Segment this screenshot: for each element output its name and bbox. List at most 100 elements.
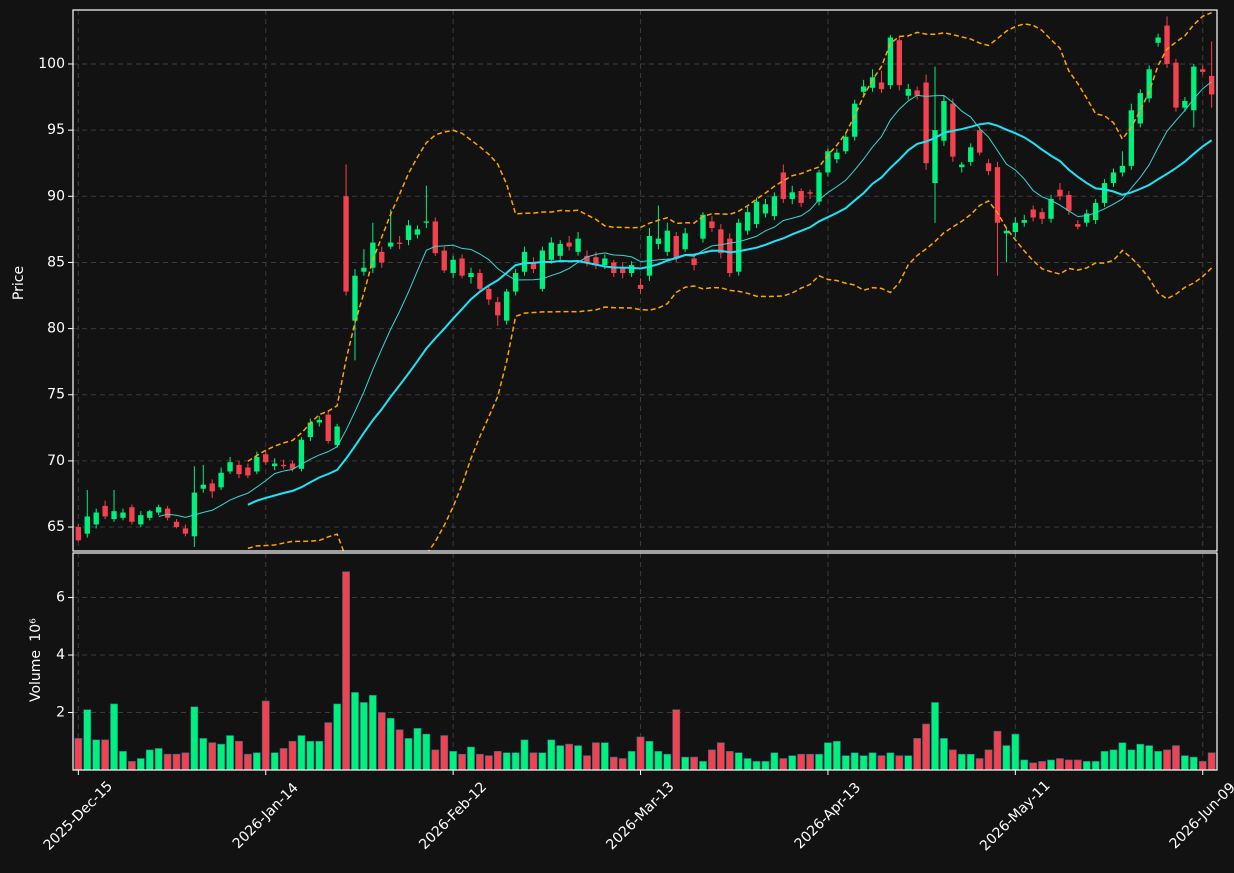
- candle-body: [111, 511, 117, 520]
- candle-body: [155, 507, 162, 513]
- volume-bar: [244, 753, 252, 770]
- candle-body: [637, 284, 644, 289]
- volume-bar: [984, 749, 993, 770]
- volume-bar: [904, 755, 913, 770]
- candle-body: [539, 250, 546, 289]
- y-tick-label: 70: [47, 453, 65, 469]
- volume-bar: [770, 752, 779, 770]
- candle-body: [584, 255, 590, 263]
- candle-body: [245, 467, 251, 476]
- volume-bar: [484, 755, 493, 770]
- candle-body: [655, 238, 662, 244]
- candle-body: [263, 454, 269, 463]
- volume-bar: [368, 694, 377, 770]
- volume-frame: [72, 552, 1218, 771]
- candle-body: [1048, 198, 1054, 219]
- volume-bar: [699, 761, 707, 770]
- volume-bar: [110, 703, 118, 770]
- volume-bar: [449, 751, 458, 770]
- volume-bar: [850, 752, 859, 770]
- candle-body: [120, 512, 126, 518]
- candle-body: [147, 511, 153, 518]
- volume-bar: [734, 752, 743, 770]
- volume-bar: [136, 758, 145, 770]
- candle-body: [271, 463, 278, 467]
- volume-bar: [993, 730, 1002, 770]
- y-tick-label: 80: [47, 321, 65, 337]
- volume-bar: [1127, 749, 1136, 770]
- candle-body: [1075, 224, 1081, 227]
- volume-bar: [663, 753, 672, 770]
- volume-bar: [565, 743, 574, 770]
- volume-bar: [342, 571, 350, 770]
- volume-bar: [217, 743, 226, 770]
- candle-body: [325, 414, 331, 442]
- candle-body: [405, 225, 412, 240]
- candle-body: [798, 190, 804, 203]
- candle-body: [780, 172, 786, 199]
- volume-bar: [877, 755, 886, 770]
- candle-body: [1003, 230, 1010, 234]
- candle-body: [727, 238, 733, 274]
- candle-body: [1164, 25, 1170, 64]
- candle-body: [504, 291, 510, 321]
- volume-bar: [101, 739, 109, 770]
- candle-body: [575, 238, 581, 252]
- volume-bar: [859, 755, 868, 770]
- volume-bar: [1002, 745, 1011, 770]
- candle-body: [84, 516, 90, 534]
- candle-body: [1146, 69, 1152, 99]
- candle-body: [1012, 222, 1019, 233]
- volume-bar: [627, 751, 636, 770]
- candle-body: [860, 86, 867, 92]
- candle-body: [352, 275, 358, 321]
- candle-body: [673, 235, 679, 259]
- candle-body: [495, 302, 501, 316]
- candle-body: [1191, 66, 1197, 111]
- volume-bar: [922, 723, 930, 770]
- candle-body: [905, 89, 911, 96]
- candle-body: [646, 235, 653, 276]
- candle-body: [807, 192, 813, 194]
- volume-bar: [815, 753, 823, 770]
- volume-bar: [270, 752, 279, 770]
- volume-bar: [681, 756, 690, 770]
- volume-bar: [538, 752, 547, 770]
- candle-body: [1110, 172, 1117, 184]
- volume-bar: [252, 752, 261, 770]
- volume-bar: [868, 752, 877, 770]
- volume-bar: [672, 709, 681, 770]
- volume-bar: [940, 738, 948, 770]
- candle-body: [102, 505, 108, 517]
- volume-exponent: 10⁶: [28, 618, 44, 642]
- candle-body: [530, 262, 537, 270]
- volume-bar: [511, 752, 520, 770]
- volume-bar: [1109, 749, 1118, 770]
- volume-bar: [1073, 759, 1082, 770]
- candle-body: [852, 103, 858, 137]
- candle-body: [209, 483, 215, 492]
- volume-bar: [1029, 762, 1038, 770]
- volume-bar: [583, 755, 591, 770]
- volume-bar: [654, 751, 663, 770]
- candle-body: [718, 229, 724, 254]
- candle-body: [923, 82, 929, 164]
- candle-body: [869, 77, 876, 88]
- candle-body: [1208, 75, 1215, 95]
- candle-body: [254, 456, 260, 472]
- candle-body: [985, 163, 992, 172]
- volume-bar: [1181, 755, 1189, 770]
- candle-body: [477, 273, 483, 289]
- candle-body: [602, 258, 608, 266]
- y-tick-label: 75: [47, 387, 65, 403]
- y-axis-label: Price: [11, 266, 27, 300]
- candle-body: [789, 192, 795, 199]
- volume-bar: [386, 717, 395, 770]
- volume-bar: [1038, 761, 1046, 770]
- bollinger-band: [247, 199, 1213, 551]
- candle-body: [1039, 212, 1045, 219]
- candle-body: [664, 230, 670, 252]
- candle-body: [441, 250, 447, 271]
- candle-body: [1066, 194, 1072, 211]
